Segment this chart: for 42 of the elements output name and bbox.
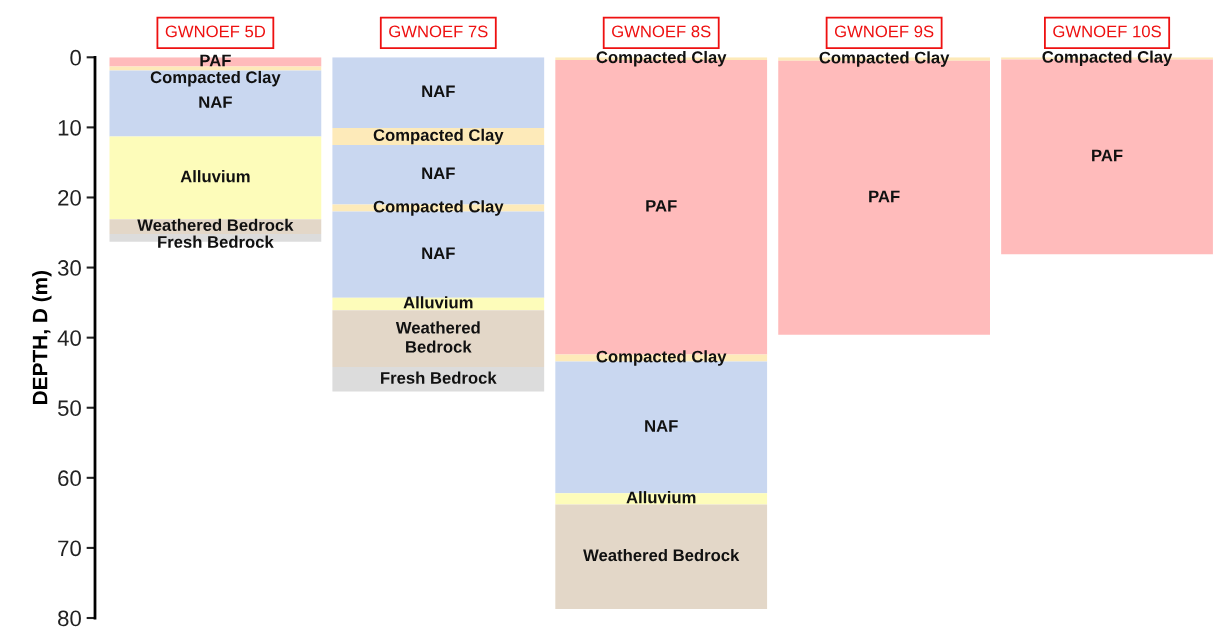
x-tick-label: GWNOEF 9S [834, 25, 934, 38]
bar [109, 70, 322, 137]
data-label: PAF [200, 54, 231, 67]
bar [332, 367, 545, 392]
data-label: Compacted Clay [373, 128, 504, 145]
data-label: PAF [1092, 149, 1123, 162]
x-tick-label: GWNOEF 10S [1053, 25, 1161, 38]
data-label: Compacted Clay [150, 70, 281, 87]
data-label: NAF [422, 85, 455, 97]
y-tick-label: 80 [58, 610, 81, 627]
x-tick-label: GWNOEF 7S [389, 25, 488, 38]
data-label: PAF [646, 200, 677, 212]
y-tick-label: 70 [58, 540, 81, 557]
x-tick-label: GWNOEF 5D [165, 25, 266, 38]
data-label: NAF [645, 420, 678, 432]
x-tick-label: GWNOEF 8S [612, 25, 711, 38]
y-tick-label: 40 [57, 330, 81, 346]
data-label: Alluvium [626, 491, 696, 504]
data-label: NAF [199, 96, 232, 108]
data-label: NAF [422, 247, 455, 259]
y-axis-title: DEPTH, D (m) [32, 270, 52, 404]
data-label: Alluvium [403, 296, 473, 309]
data-label: Compacted Clay [819, 51, 950, 67]
data-label: Fresh Bedrock [158, 235, 274, 248]
data-label: Weathered Bedrock [583, 548, 740, 562]
y-tick-label: 0 [70, 49, 81, 66]
y-tick-label: 20 [58, 190, 81, 206]
y-tick-label: 50 [57, 400, 81, 417]
data-label: Weathered Bedrock [395, 321, 480, 353]
data-label: Alluvium [180, 170, 250, 183]
y-tick-label: 60 [58, 470, 81, 487]
data-label: Compacted Clay [596, 50, 727, 67]
data-label: PAF [869, 190, 900, 203]
y-tick-label: 30 [57, 260, 81, 276]
data-label: Weathered Bedrock [137, 218, 294, 232]
y-tick-label: 10 [58, 119, 81, 136]
data-label: NAF [422, 167, 455, 180]
data-label: Fresh Bedrock [381, 371, 497, 384]
data-label: Compacted Clay [596, 350, 727, 366]
bar [332, 310, 545, 368]
data-label: Compacted Clay [1042, 50, 1173, 67]
data-label: Compacted Clay [373, 200, 504, 216]
